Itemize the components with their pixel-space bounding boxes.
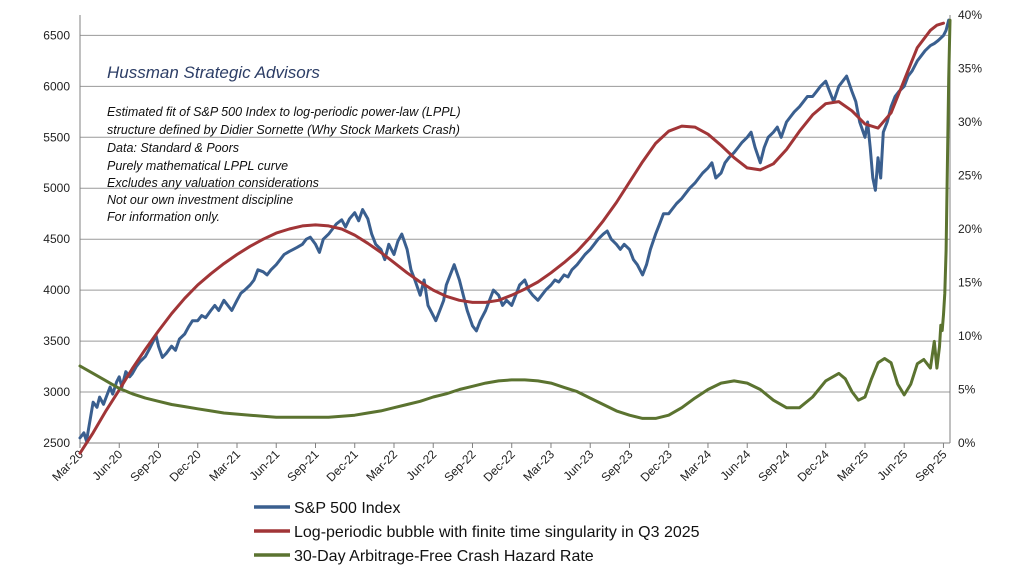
series-group <box>78 18 952 455</box>
y-left-tick-label: 3500 <box>43 334 70 348</box>
y-right-tick-label: 10% <box>958 329 982 343</box>
y-right-tick-label: 20% <box>958 222 982 236</box>
brand-title: Hussman Strategic Advisors <box>107 63 320 82</box>
y-right-tick-label: 30% <box>958 115 982 129</box>
x-tick-label: Sep-25 <box>912 447 949 484</box>
y-right-tick-label: 35% <box>958 62 982 76</box>
x-tick-label: Sep-23 <box>598 447 635 484</box>
legend-label-hazard: 30-Day Arbitrage-Free Crash Hazard Rate <box>294 548 594 565</box>
legend-label-lppl: Log-periodic bubble with finite time sin… <box>294 524 700 541</box>
note-line-7: For information only. <box>107 210 220 224</box>
y-left-tick-label: 4500 <box>43 232 70 246</box>
y-right-tick-label: 5% <box>958 383 976 397</box>
x-tick-label: Dec-22 <box>481 447 518 484</box>
note-line-6: Not our own investment discipline <box>107 193 293 207</box>
x-tick-label: Sep-21 <box>284 447 321 484</box>
x-tick-label: Dec-23 <box>638 447 675 484</box>
note-line-1: Estimated fit of S&P 500 Index to log-pe… <box>107 105 461 119</box>
x-tick-label: Jun-24 <box>717 447 753 483</box>
x-tick-label: Jun-23 <box>560 447 596 483</box>
legend-label-sp500: S&P 500 Index <box>294 500 400 517</box>
grid-lines <box>80 34 950 444</box>
x-tick-label: Sep-22 <box>441 447 478 484</box>
x-tick-label: Mar-21 <box>206 447 243 484</box>
lppl-curve <box>78 21 945 455</box>
x-tick-label: Mar-23 <box>520 447 557 484</box>
y-left-tick-label: 6000 <box>43 79 70 93</box>
y-right-tick-label: 15% <box>958 276 982 290</box>
x-tick-label: Jun-20 <box>90 447 126 483</box>
legend: S&P 500 Index Log-periodic bubble with f… <box>254 500 700 565</box>
hazard-rate-line <box>78 18 952 420</box>
x-tick-label: Dec-20 <box>167 447 204 484</box>
note-line-3: Data: Standard & Poors <box>107 141 239 155</box>
y-left-tick-label: 3000 <box>43 385 70 399</box>
x-tick-label: Dec-21 <box>324 447 361 484</box>
y-left-tick-label: 4000 <box>43 283 70 297</box>
note-line-2: structure defined by Didier Sornette (Wh… <box>107 123 460 137</box>
y-right-tick-label: 40% <box>958 8 982 22</box>
x-tick-label: Mar-22 <box>363 447 400 484</box>
x-tick-label: Sep-24 <box>755 447 792 484</box>
x-tick-label: Jun-25 <box>874 447 910 483</box>
y-right-tick-label: 0% <box>958 436 976 450</box>
x-tick-label: Jun-22 <box>404 447 440 483</box>
note-line-5: Excludes any valuation considerations <box>107 176 319 190</box>
y-left-tick-label: 5000 <box>43 181 70 195</box>
x-tick-label: Jun-21 <box>247 447 283 483</box>
x-tick-label: Mar-25 <box>834 447 871 484</box>
note-line-4: Purely mathematical LPPL curve <box>107 159 288 173</box>
x-tick-label: Sep-20 <box>127 447 164 484</box>
sp500-line <box>78 18 951 443</box>
x-tick-label: Mar-24 <box>677 447 714 484</box>
y-left-tick-label: 2500 <box>43 436 70 450</box>
y-right-tick-label: 25% <box>958 169 982 183</box>
y-left-tick-label: 6500 <box>43 28 70 42</box>
y-left-tick-label: 5500 <box>43 130 70 144</box>
x-tick-label: Dec-24 <box>795 447 832 484</box>
